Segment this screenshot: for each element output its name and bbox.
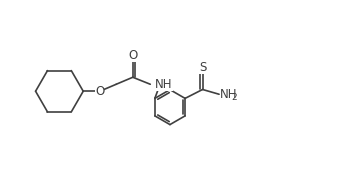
Text: 2: 2 bbox=[231, 93, 237, 102]
Text: S: S bbox=[199, 61, 206, 74]
Text: NH: NH bbox=[155, 78, 173, 91]
Text: O: O bbox=[128, 49, 138, 61]
Text: O: O bbox=[95, 85, 104, 98]
Text: NH: NH bbox=[220, 88, 237, 101]
